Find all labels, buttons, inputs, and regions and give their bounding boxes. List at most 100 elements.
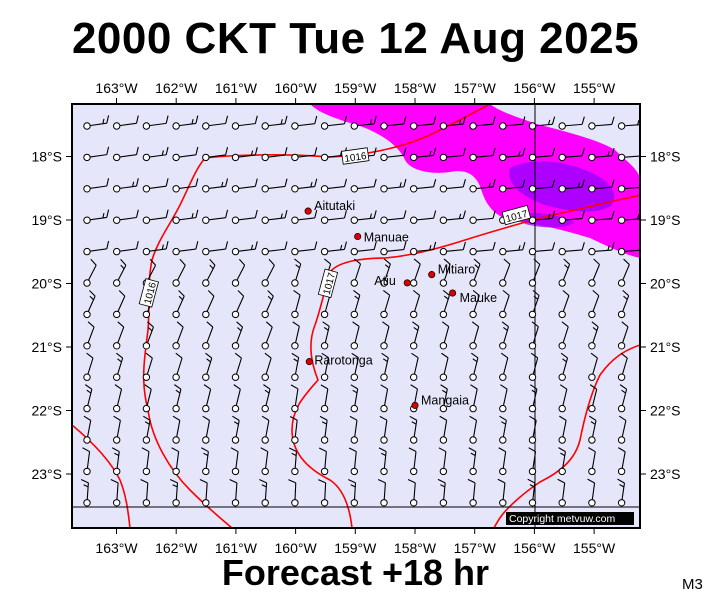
- wind-barb: [380, 210, 407, 224]
- lat-label-left: 19°S: [31, 212, 62, 228]
- wind-barb: [497, 478, 507, 507]
- wind-barb: [113, 352, 124, 381]
- wind-barb: [588, 447, 596, 476]
- rain-area-heavy-small: [520, 212, 575, 228]
- wind-barb: [558, 415, 567, 444]
- wind-barb: [172, 415, 181, 444]
- wind-barb: [439, 116, 466, 130]
- lon-label-top: 158°W: [394, 80, 437, 96]
- wind-barb: [142, 209, 169, 224]
- wind-barb: [231, 209, 258, 224]
- wind-barb: [439, 384, 448, 413]
- wind-barb: [617, 214, 640, 224]
- wind-barb: [172, 241, 199, 256]
- lat-label-right: 22°S: [650, 403, 681, 419]
- lon-label-bottom: 157°W: [454, 540, 497, 556]
- wind-barb: [171, 447, 180, 476]
- wind-barb: [410, 116, 437, 130]
- wind-barb: [558, 321, 569, 350]
- wind-barb: [111, 447, 121, 476]
- wind-barb: [410, 352, 419, 381]
- lon-label-bottom: 162°W: [155, 540, 198, 556]
- wind-barb: [82, 447, 91, 476]
- wind-barb: [617, 247, 640, 256]
- wind-barb: [617, 478, 626, 507]
- place-mitiaro: Mitiaro: [428, 263, 475, 279]
- wind-barb: [261, 258, 275, 287]
- wind-barb: [469, 116, 496, 130]
- wind-barb: [170, 478, 180, 507]
- lon-label-bottom: 155°W: [573, 540, 616, 556]
- wind-barb: [113, 146, 139, 162]
- wind-barb: [588, 148, 615, 162]
- isobar-label-text: 1016: [344, 151, 368, 165]
- place-rarotonga: Rarotonga: [305, 354, 373, 368]
- wind-barb: [377, 478, 388, 507]
- wind-barb: [202, 321, 214, 350]
- wind-barb: [439, 415, 448, 444]
- wind-barb: [261, 384, 271, 413]
- wind-barb: [291, 147, 318, 162]
- wind-barb: [318, 447, 329, 476]
- wind-barb: [261, 209, 288, 224]
- wind-barb: [528, 415, 537, 444]
- wind-barb: [202, 258, 216, 287]
- place-label: Mangaia: [421, 393, 469, 407]
- wind-barb: [291, 210, 318, 224]
- wind-barb: [350, 258, 362, 287]
- wind-barb: [469, 352, 479, 381]
- wind-barbs: [80, 115, 673, 507]
- wind-barb: [648, 180, 673, 192]
- map-code: M3: [682, 576, 703, 593]
- wind-barb: [202, 241, 229, 256]
- wind-barb: [289, 447, 299, 476]
- wind-barb: [320, 384, 329, 413]
- wind-barb: [142, 146, 169, 162]
- lon-label-top: 163°W: [95, 80, 138, 96]
- wind-barb: [469, 321, 480, 350]
- wind-barb: [528, 258, 541, 287]
- wind-barb: [320, 352, 330, 381]
- wind-barb: [319, 415, 329, 444]
- wind-barb: [380, 258, 391, 287]
- wind-barb: [528, 289, 540, 319]
- wind-barb: [558, 384, 568, 413]
- wind-barb: [467, 478, 477, 507]
- place-label: Aitutaki: [314, 199, 355, 213]
- wind-barb: [231, 384, 241, 413]
- wind-barb: [172, 209, 199, 224]
- wind-barb: [142, 384, 152, 413]
- wind-barb: [260, 447, 269, 476]
- wind-barb: [617, 289, 630, 319]
- wind-barb: [202, 147, 229, 162]
- wind-barb: [142, 115, 169, 130]
- wind-barb: [231, 352, 242, 381]
- wind-barb: [407, 478, 418, 507]
- wind-barb: [410, 210, 437, 224]
- lat-label-right: 21°S: [650, 339, 681, 355]
- wind-barb: [439, 258, 451, 287]
- isobar-label: 1017: [501, 204, 532, 226]
- place-label: Rarotonga: [314, 354, 372, 368]
- wind-barb: [141, 447, 151, 476]
- wind-barb: [558, 210, 585, 224]
- wind-barb: [408, 447, 418, 476]
- wind-barb: [617, 321, 629, 350]
- wind-barb: [499, 384, 508, 413]
- wind-barb: [558, 258, 571, 287]
- wind-barb: [288, 479, 299, 507]
- wind-barb: [558, 242, 585, 256]
- wind-barb: [83, 415, 92, 444]
- wind-barb: [172, 290, 185, 319]
- wind-barb: [410, 258, 421, 287]
- lon-label-top: 156°W: [513, 80, 556, 96]
- wind-barb: [113, 321, 125, 350]
- wind-barb: [528, 321, 539, 350]
- map-frame: [71, 103, 641, 529]
- wind-barb: [261, 290, 274, 319]
- place-label: Manuae: [364, 231, 409, 245]
- wind-barb: [469, 241, 496, 256]
- wind-barb: [528, 210, 556, 224]
- wind-barb: [617, 119, 640, 130]
